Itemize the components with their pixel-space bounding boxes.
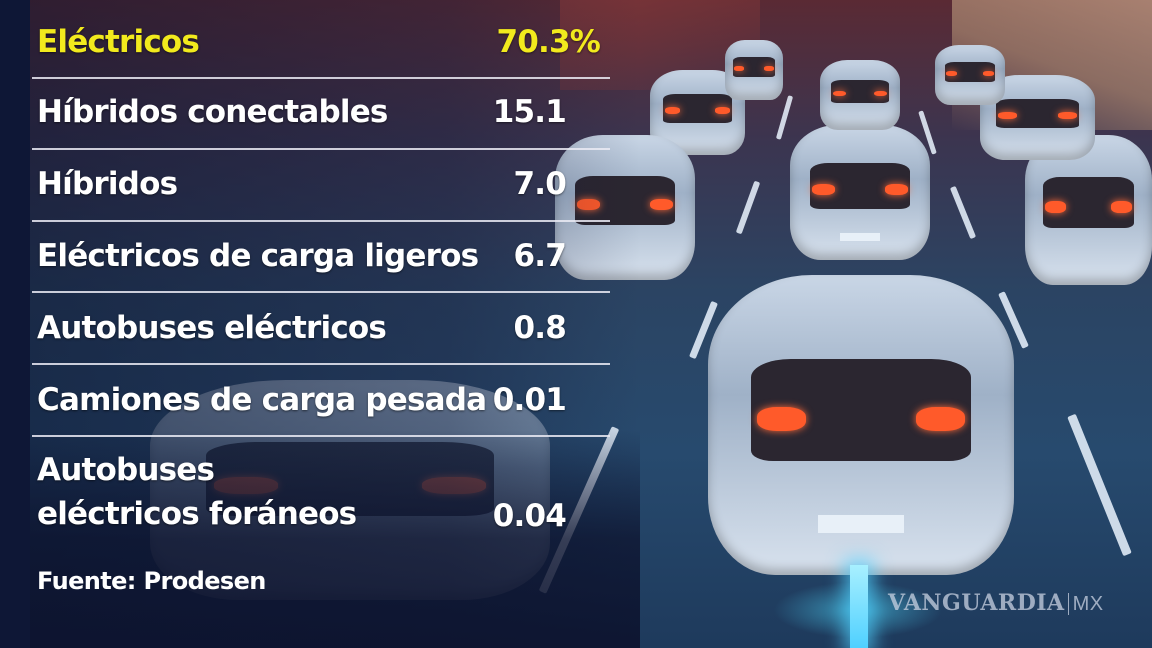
- lane-marking: [735, 180, 761, 235]
- row-divider: [32, 435, 610, 437]
- watermark-logo: VANGUARDIA MX: [888, 590, 1104, 616]
- source-note: Fuente: Prodesen: [37, 567, 266, 595]
- lane-marking: [949, 185, 977, 240]
- watermark-brand: VANGUARDIA: [888, 590, 1065, 616]
- row-label: Camiones de carga pesada: [37, 382, 487, 418]
- row-value: 15.1: [492, 94, 567, 130]
- row-divider: [32, 148, 610, 150]
- row-value: 0.01: [492, 382, 567, 418]
- lane-marking: [775, 95, 794, 140]
- row-label: Autobuses eléctricos foráneos: [37, 452, 357, 532]
- row-divider: [32, 220, 610, 222]
- row-value: 7.0: [513, 166, 566, 202]
- row-value: 0.04: [492, 498, 567, 534]
- row-divider: [32, 363, 610, 365]
- row-label: Híbridos: [37, 166, 178, 202]
- left-panel-strip: [0, 0, 30, 648]
- row-label: Eléctricos de carga ligeros: [37, 238, 479, 274]
- row-label: Híbridos conectables: [37, 94, 388, 130]
- car: [935, 45, 1005, 105]
- car: [708, 275, 1014, 575]
- light-beam: [850, 565, 868, 648]
- row-label: Autobuses eléctricos: [37, 310, 387, 346]
- row-value: 6.7: [513, 238, 566, 274]
- row-divider: [32, 291, 610, 293]
- text-overlay-bottom: [0, 430, 640, 648]
- watermark-suffix: MX: [1067, 593, 1104, 615]
- car: [1025, 135, 1152, 285]
- row-value: 0.8: [513, 310, 566, 346]
- car: [820, 60, 900, 130]
- car: [790, 125, 930, 260]
- row-label: Eléctricos: [37, 24, 200, 60]
- lane-marking: [1067, 413, 1132, 557]
- row-value: 70.3%: [496, 24, 600, 60]
- row-divider: [32, 77, 610, 79]
- car: [725, 40, 783, 100]
